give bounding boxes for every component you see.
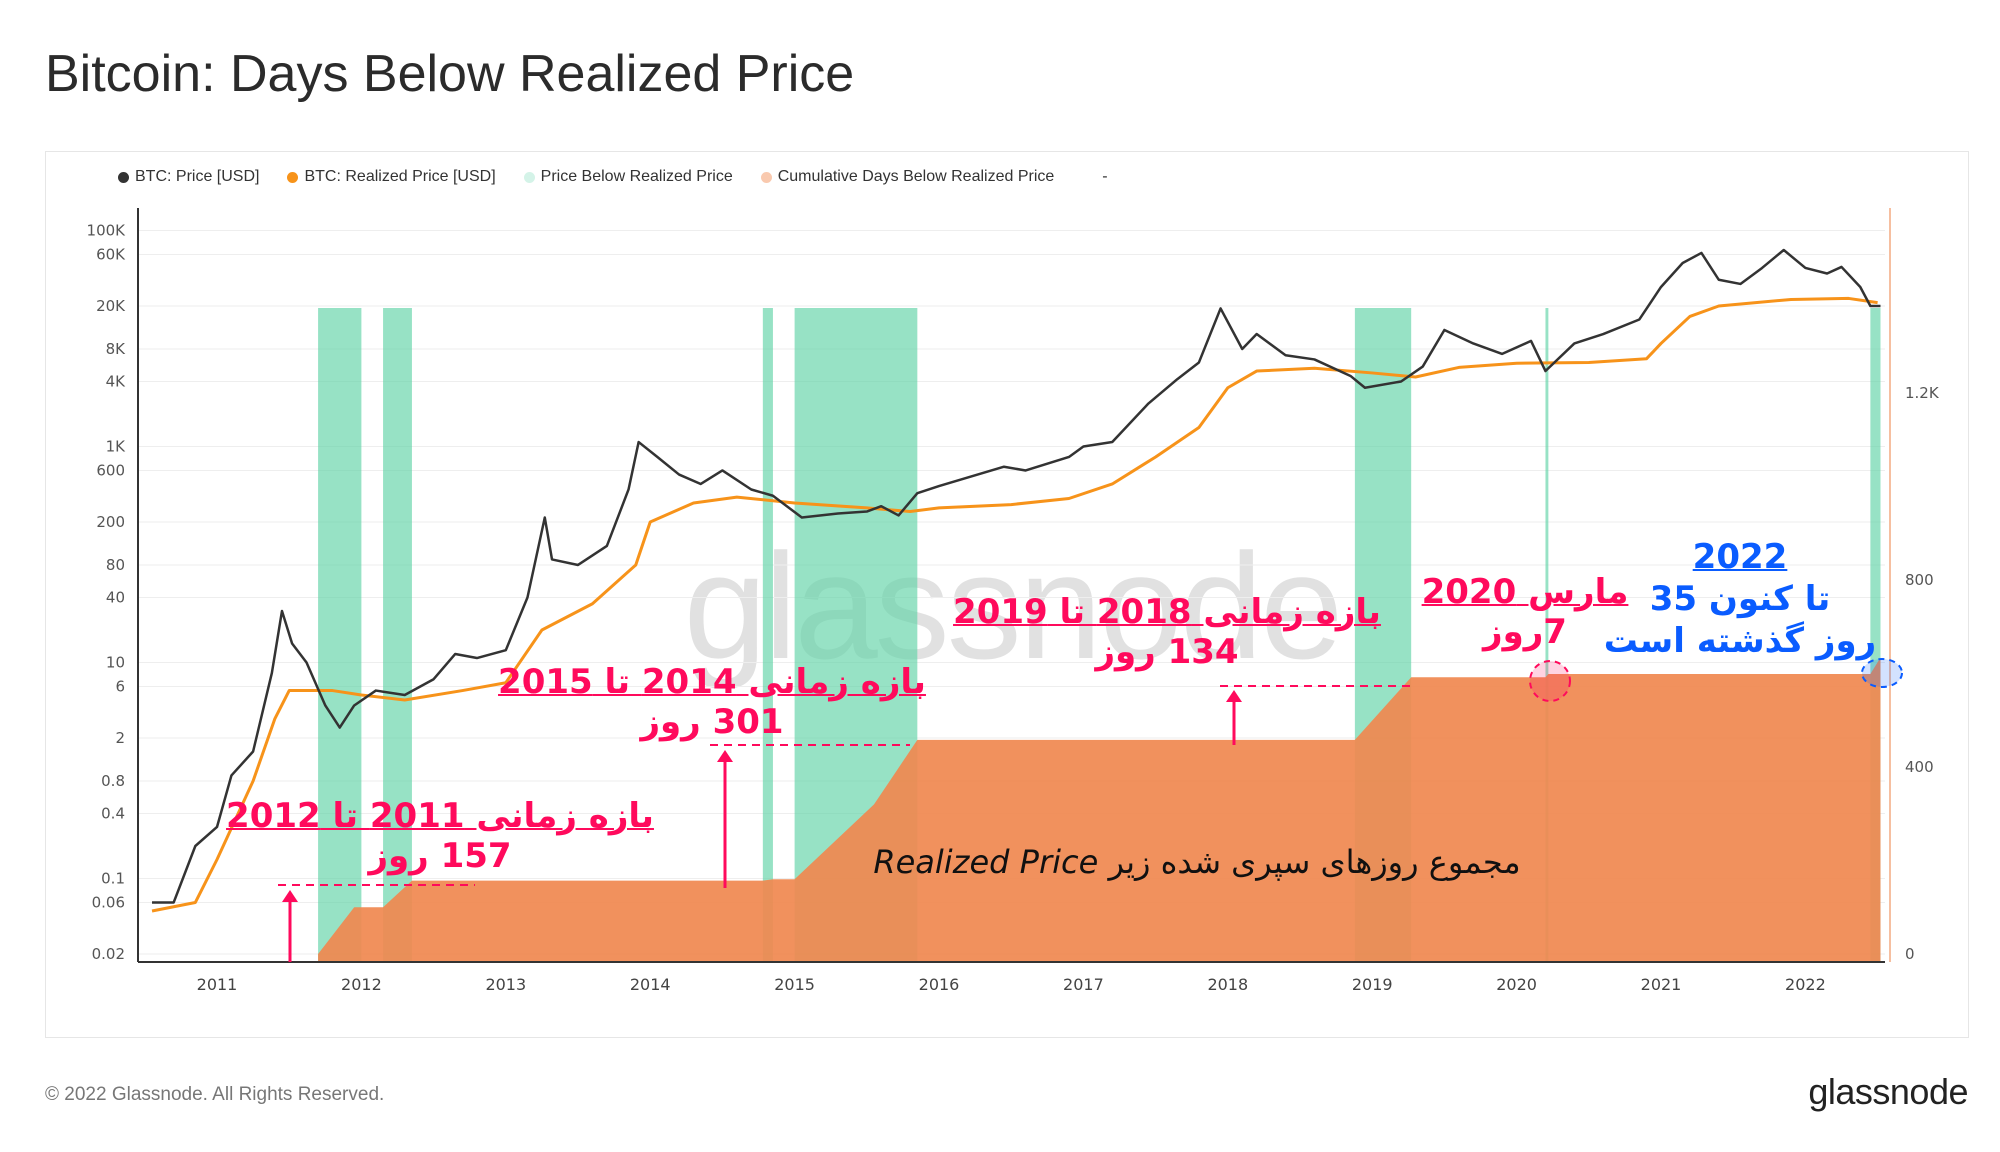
- x-tick-label: 2016: [919, 975, 960, 994]
- legend-dot: [523, 171, 535, 183]
- y-left-tick-label: 0.4: [101, 804, 125, 822]
- y-left-tick-label: 0.06: [92, 893, 125, 911]
- arrow-up-icon: [717, 750, 733, 762]
- realized-price-line: [151, 296, 1878, 913]
- price-below-realized-band: [318, 308, 362, 962]
- annotation-march-2020: مارس 2020 7روز: [1422, 572, 1629, 652]
- arrow-up-icon: [1226, 690, 1242, 702]
- annotation-title: 2022: [1692, 537, 1788, 577]
- legend-item-extra[interactable]: -: [1102, 168, 1107, 186]
- cumulative-label-text: مجموع روزهای سپری شده زیر: [1108, 843, 1521, 881]
- x-tick-label: 2014: [630, 975, 671, 994]
- legend-label: Price Below Realized Price: [540, 168, 733, 185]
- legend-dot: [118, 171, 129, 183]
- y-left-tick-label: 0.8: [101, 772, 125, 790]
- price-below-realized-band: [1870, 308, 1881, 962]
- cumulative-label: مجموع روزهای سپری شده زیر Realized Price: [873, 843, 1520, 881]
- y-left-tick-label: 80: [106, 556, 125, 574]
- y-left-tick-label: 600: [96, 461, 125, 479]
- legend-dot: [760, 171, 772, 183]
- y-left-tick-label: 10: [106, 654, 125, 672]
- y-left-tick-label: 60K: [96, 245, 126, 263]
- legend-label: -: [1102, 168, 1108, 185]
- annotation-2022: 2022 تا کنون 35 روز گذشته است: [1604, 536, 1876, 662]
- y-right-tick-label: 1.2K: [1905, 384, 1940, 402]
- x-tick-label: 2020: [1496, 975, 1537, 994]
- annotation-2011-2012: بازه زمانی 2011 تا 2012 157 روز: [226, 796, 654, 876]
- y-left-tick-label: 4K: [106, 372, 127, 390]
- annotation-days: 134 روز: [1095, 632, 1239, 672]
- x-tick-label: 2021: [1641, 975, 1682, 994]
- price-below-realized-band: [762, 308, 773, 962]
- annotation-days: 301 روز: [640, 702, 784, 742]
- x-tick-label: 2019: [1352, 975, 1393, 994]
- y-left-tick-label: 2: [115, 729, 125, 747]
- y-left-tick-label: 8K: [106, 340, 127, 358]
- arrow-up-icon: [282, 890, 298, 902]
- y-right-tick-label: 400: [1905, 758, 1934, 776]
- annotation-title: بازه زمانی 2018 تا 2019: [953, 592, 1381, 632]
- annotation-title: بازه زمانی 2014 تا 2015: [498, 662, 926, 702]
- legend: BTC: Price [USD] BTC: Realized Price [US…: [118, 168, 1108, 186]
- y-left-tick-label: 100K: [87, 222, 127, 240]
- price-below-realized-band: [1545, 308, 1549, 962]
- legend-label: BTC: Price [USD]: [135, 168, 260, 185]
- page-title: Bitcoin: Days Below Realized Price: [45, 45, 855, 103]
- annotation-days: تا کنون 35: [1649, 579, 1831, 619]
- y-left-tick-label: 0.1: [101, 870, 125, 888]
- annotation-days: 7روز: [1483, 612, 1567, 652]
- y-left-tick-label: 200: [96, 513, 125, 531]
- x-tick-label: 2022: [1785, 975, 1826, 994]
- legend-label: BTC: Realized Price [USD]: [304, 168, 496, 185]
- legend-label: Cumulative Days Below Realized Price: [777, 168, 1055, 185]
- y-left-tick-label: 1K: [106, 438, 127, 456]
- y-left-tick-label: 6: [115, 677, 125, 695]
- copyright: © 2022 Glassnode. All Rights Reserved.: [45, 1084, 385, 1105]
- x-tick-label: 2012: [341, 975, 382, 994]
- x-tick-label: 2017: [1063, 975, 1104, 994]
- y-right-tick-label: 800: [1905, 571, 1934, 589]
- annotation-title: مارس 2020: [1421, 572, 1629, 612]
- x-tick-label: 2013: [485, 975, 526, 994]
- legend-item-cumulative-days[interactable]: Cumulative Days Below Realized Price: [760, 168, 1055, 186]
- annotation-days-suffix: روز گذشته است: [1603, 621, 1877, 661]
- cumulative-days-area: [318, 657, 1881, 962]
- annotation-title: بازه زمانی 2011 تا 2012: [226, 796, 654, 836]
- y-left-tick-label: 0.02: [92, 945, 125, 963]
- price-below-realized-band: [383, 308, 412, 962]
- legend-item-price-below[interactable]: Price Below Realized Price: [523, 168, 733, 186]
- y-left-tick-label: 40: [106, 588, 125, 606]
- legend-item-realized-price[interactable]: BTC: Realized Price [USD]: [287, 168, 496, 186]
- x-tick-label: 2018: [1207, 975, 1248, 994]
- x-tick-label: 2011: [197, 975, 238, 994]
- y-right-tick-label: 0: [1905, 945, 1915, 963]
- btc-price-line: [152, 248, 1881, 904]
- highlight-circle-2020: [1529, 660, 1571, 702]
- annotation-2018-2019: بازه زمانی 2018 تا 2019 134 روز: [953, 592, 1381, 672]
- legend-dot: [287, 171, 299, 183]
- chart-card: [45, 151, 1969, 1038]
- cumulative-label-term: Realized Price: [873, 843, 1099, 881]
- watermark: glassnode: [683, 522, 1344, 690]
- y-left-tick-label: 20K: [96, 297, 126, 315]
- x-tick-label: 2015: [774, 975, 815, 994]
- legend-item-price[interactable]: BTC: Price [USD]: [118, 168, 259, 186]
- annotation-2014-2015: بازه زمانی 2014 تا 2015 301 روز: [498, 662, 926, 742]
- highlight-circle-2022: [1861, 658, 1903, 688]
- annotation-days: 157 روز: [368, 836, 512, 876]
- glassnode-logo[interactable]: glassnode: [1808, 1071, 1968, 1112]
